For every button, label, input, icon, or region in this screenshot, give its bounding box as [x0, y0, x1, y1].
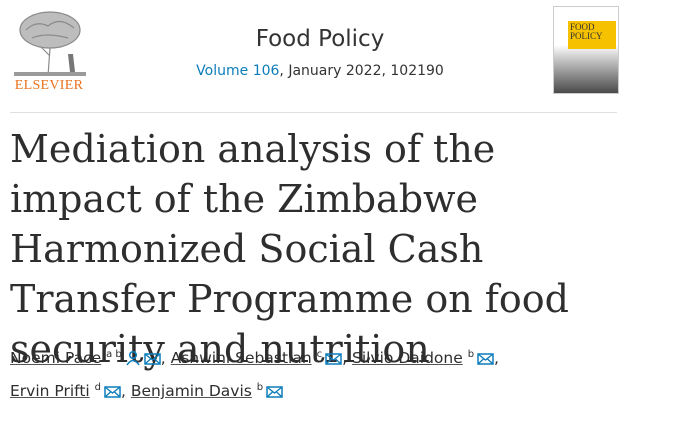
author: Noemi Pace a b, — [10, 349, 166, 367]
author: Benjamin Davis b — [131, 382, 283, 400]
issue-info: , January 2022, 102190 — [279, 63, 444, 79]
separator: , — [494, 349, 499, 368]
separator: , — [160, 349, 166, 368]
person-icon[interactable] — [125, 350, 141, 366]
article-title: Mediation analysis of the impact of the … — [10, 127, 569, 371]
author-name[interactable]: Noemi Pace — [10, 349, 102, 368]
author-name[interactable]: Silvio Daidone — [351, 349, 463, 368]
email-icon[interactable] — [266, 385, 283, 399]
email-icon[interactable] — [144, 352, 161, 366]
separator: , — [342, 349, 348, 368]
affiliation-marks[interactable]: b — [467, 349, 475, 360]
divider — [10, 112, 617, 113]
author: Silvio Daidone b, — [352, 349, 499, 367]
author: Ervin Prifti d, — [10, 382, 126, 400]
affiliation-marks[interactable]: a b — [106, 349, 122, 360]
email-icon[interactable] — [477, 352, 494, 366]
author-name[interactable]: Ashwini Sebastian — [170, 349, 312, 368]
volume-link[interactable]: Volume 106 — [196, 63, 280, 79]
email-icon[interactable] — [104, 385, 121, 399]
cover-title: FOOD POLICY — [568, 21, 616, 49]
journal-name[interactable]: Food Policy — [255, 26, 385, 52]
author-name[interactable]: Benjamin Davis — [130, 382, 252, 401]
separator: , — [121, 382, 126, 401]
affiliation-marks[interactable]: d — [94, 382, 102, 394]
author-name[interactable]: Ervin Prifti — [10, 382, 90, 401]
author-list: Noemi Pace a b, Ashwini Sebastian c, Sil… — [10, 340, 570, 406]
affiliation-marks[interactable]: b — [256, 382, 264, 394]
publisher-logo — [14, 11, 86, 77]
affiliation-marks[interactable]: c — [316, 349, 323, 360]
journal-cover[interactable]: FOOD POLICY — [553, 6, 619, 94]
email-icon[interactable] — [325, 352, 342, 366]
issue-line: Volume 106, January 2022, 102190 — [130, 63, 510, 79]
author: Ashwini Sebastian c, — [171, 349, 347, 367]
publisher-name: ELSEVIER — [14, 78, 84, 93]
